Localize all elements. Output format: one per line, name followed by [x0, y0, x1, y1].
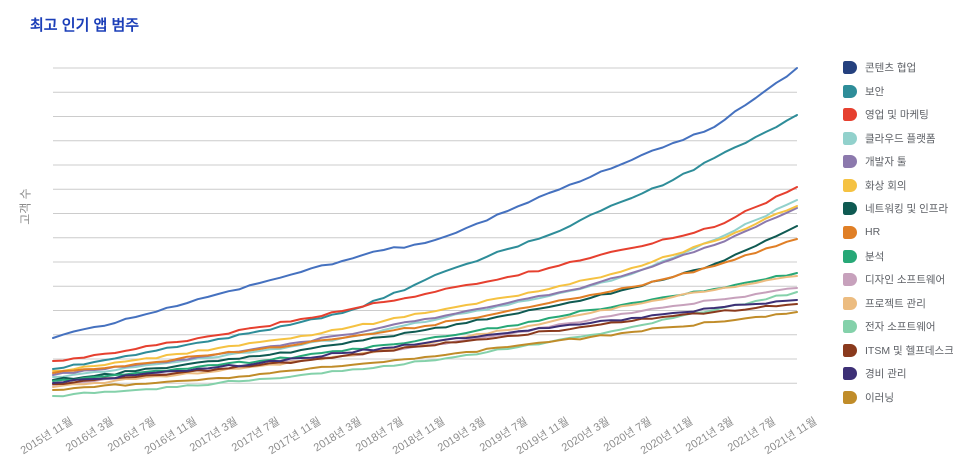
line-series-14 — [52, 311, 798, 391]
page-title: 최고 인기 앱 범주 — [30, 17, 140, 34]
legend-label: HR — [865, 226, 881, 239]
line-series-2 — [52, 186, 798, 362]
legend-item-13[interactable]: 경비 관리 — [843, 366, 953, 381]
legend-label: 개발자 툴 — [865, 156, 907, 169]
legend-label: 프로젝트 관리 — [865, 297, 926, 310]
y-axis-label: 고객 수 — [18, 188, 33, 225]
legend-label: 영업 및 마케팅 — [865, 109, 929, 122]
line-series-4 — [52, 207, 798, 376]
legend-swatch-icon — [843, 320, 857, 334]
line-series-0 — [52, 67, 798, 339]
legend-swatch-icon — [843, 202, 857, 216]
legend-swatch-icon — [843, 61, 857, 74]
legend-swatch-icon — [843, 390, 857, 404]
legend-label: 전자 소프트웨어 — [865, 321, 936, 334]
legend-item-0[interactable]: 콘텐츠 협업 — [843, 60, 953, 75]
legend-item-9[interactable]: 디자인 소프트웨어 — [843, 272, 953, 287]
legend-item-1[interactable]: 보안 — [843, 84, 953, 99]
legend-swatch-icon — [843, 225, 857, 239]
legend-label: 보안 — [865, 85, 885, 98]
legend-swatch-icon — [843, 84, 857, 98]
line-series-5 — [52, 205, 798, 372]
x-tick-label: 2015년 11월 — [18, 415, 75, 457]
legend-label: ITSM 및 헬프데스크 — [865, 344, 953, 357]
legend-item-11[interactable]: 전자 소프트웨어 — [843, 319, 953, 334]
legend-item-7[interactable]: HR — [843, 225, 953, 240]
legend-item-14[interactable]: 이러닝 — [843, 390, 953, 405]
legend-swatch-icon — [843, 178, 857, 192]
line-series-7 — [52, 238, 798, 374]
legend-label: 디자인 소프트웨어 — [865, 274, 946, 287]
line-series-13 — [52, 299, 798, 384]
legend-label: 클라우드 플랫폼 — [865, 132, 936, 145]
legend-label: 분석 — [865, 250, 885, 263]
chart-plot-area — [52, 60, 798, 405]
line-series-12 — [52, 303, 798, 385]
legend-swatch-icon — [843, 273, 857, 287]
legend-item-6[interactable]: 네트워킹 및 인프라 — [843, 201, 953, 216]
legend-label: 네트워킹 및 인프라 — [865, 203, 949, 216]
legend-item-5[interactable]: 화상 회의 — [843, 178, 953, 193]
legend-swatch-icon — [843, 108, 857, 122]
line-series-11 — [52, 291, 798, 398]
legend-item-12[interactable]: ITSM 및 헬프데스크 — [843, 343, 953, 358]
x-axis: 2015년 11월 2016년 3월 2016년 7월 2016년 11월 2017년 … — [0, 407, 953, 457]
line-series-3 — [52, 199, 798, 378]
legend-label: 경비 관리 — [865, 368, 907, 381]
legend-swatch-icon — [843, 367, 857, 381]
legend-swatch-icon — [843, 131, 857, 145]
legend-label: 콘텐츠 협업 — [865, 62, 917, 74]
legend-item-8[interactable]: 분석 — [843, 249, 953, 264]
legend-item-10[interactable]: 프로젝트 관리 — [843, 296, 953, 311]
legend-label: 이러닝 — [865, 391, 894, 404]
legend-item-4[interactable]: 개발자 툴 — [843, 154, 953, 169]
legend-label: 화상 회의 — [865, 179, 907, 192]
gridlines — [53, 67, 797, 384]
legend-swatch-icon — [843, 155, 857, 169]
legend-swatch-icon — [843, 249, 857, 263]
legend-swatch-icon — [843, 296, 857, 310]
legend-swatch-icon — [843, 343, 857, 357]
line-series-1 — [52, 114, 798, 370]
legend-item-3[interactable]: 클라우드 플랫폼 — [843, 131, 953, 146]
legend-item-2[interactable]: 영업 및 마케팅 — [843, 107, 953, 122]
line-chart-svg — [52, 67, 798, 398]
